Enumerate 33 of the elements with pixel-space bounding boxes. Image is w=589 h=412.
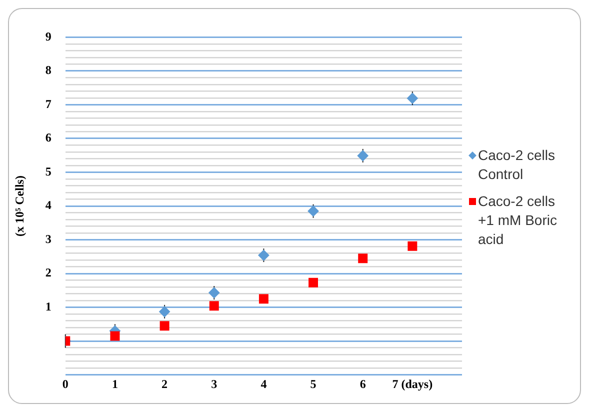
x-tick-label: 6 — [360, 377, 366, 392]
point — [110, 331, 120, 341]
y-tick-label: 9 — [45, 29, 52, 44]
legend-label: Caco-2 cells Control — [478, 146, 556, 184]
x-tick-label: 4 — [260, 377, 267, 392]
y-tick-label: 8 — [45, 63, 52, 78]
x-tick-label: 5 — [310, 377, 316, 392]
point — [406, 92, 418, 104]
y-tick-label: 7 — [45, 96, 52, 111]
point — [308, 206, 319, 217]
x-tick-label: 1 — [112, 377, 118, 392]
x-tick-label: 0 — [62, 377, 68, 392]
point — [358, 254, 368, 264]
y-tick-label: 5 — [45, 164, 52, 178]
point — [258, 294, 268, 304]
y-tick-label: 1 — [45, 299, 52, 314]
y-tick-label: 2 — [45, 266, 52, 280]
point — [159, 306, 170, 318]
y-tick-label: 4 — [45, 198, 52, 212]
x-tick-label: 2 — [162, 377, 168, 392]
point — [160, 321, 170, 331]
point — [208, 287, 220, 298]
y-tick-label: 6 — [45, 130, 52, 145]
x-tick-label: 3 — [211, 377, 218, 392]
point — [308, 278, 318, 288]
point — [258, 250, 270, 261]
point — [408, 241, 418, 251]
x-tick-label: 7 (days) — [392, 377, 433, 392]
y-tick-label: 3 — [45, 232, 52, 246]
y-axis-title: (x 10⁵ Cells) — [12, 176, 26, 236]
point — [357, 150, 368, 162]
point — [209, 301, 219, 311]
legend-label: Caco-2 cells +1 mM Boric acid — [478, 192, 558, 248]
